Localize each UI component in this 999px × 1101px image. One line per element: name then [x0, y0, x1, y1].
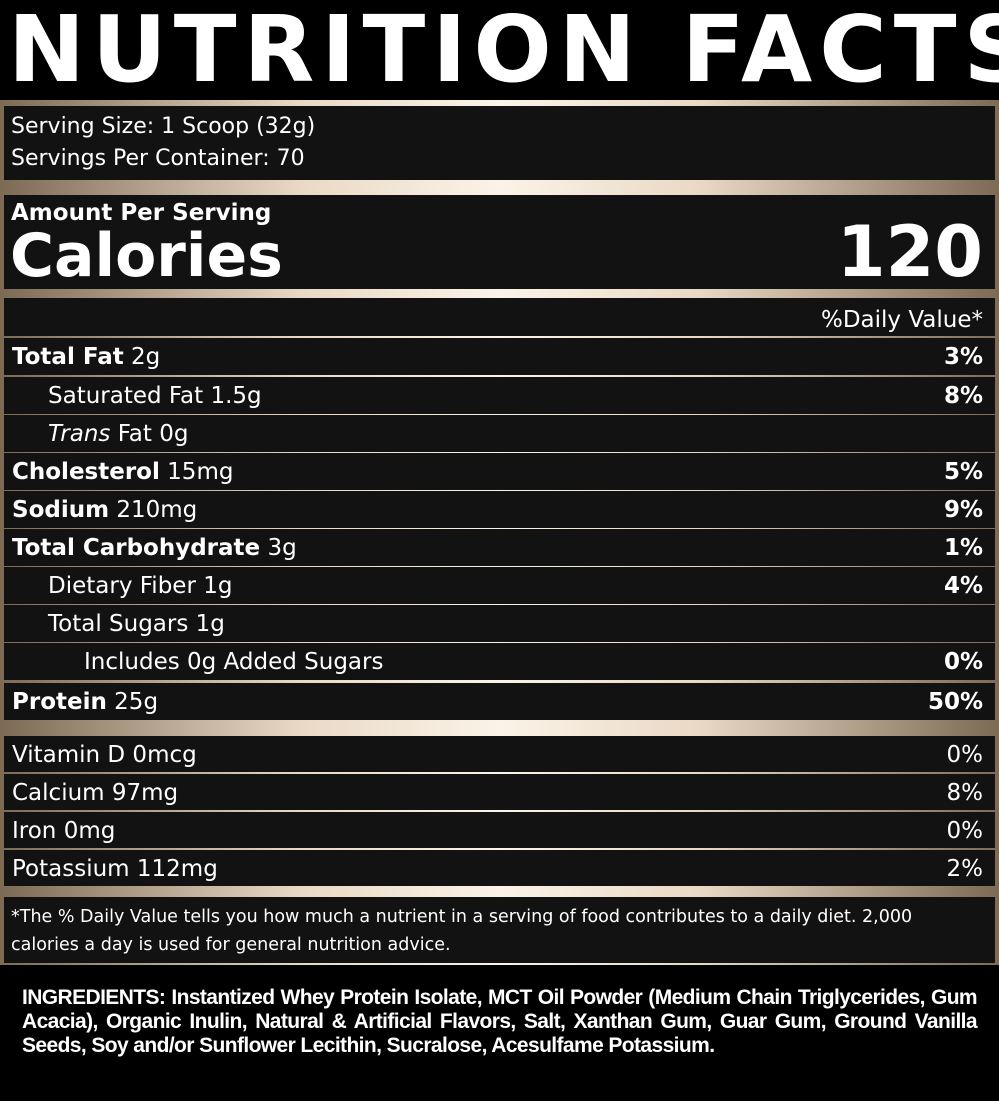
nutrient-amount: Fat 0g — [117, 421, 189, 447]
nutrient-amount: 3g — [267, 535, 297, 561]
nutrient-dv: 1% — [943, 535, 983, 561]
nutrient-name: Total Fat — [12, 344, 124, 370]
dv-header-row: %Daily Value* — [4, 298, 995, 336]
vitamin-dv: 2% — [946, 856, 984, 882]
nutrient-row: Protein 25g 50% — [4, 683, 995, 720]
nutrient-label: Total Carbohydrate 3g — [12, 530, 297, 566]
nutrient-name: Includes 0g Added Sugars — [84, 649, 384, 675]
nutrient-name: Saturated Fat 1.5g — [48, 383, 262, 409]
vitamin-name: Vitamin D 0mcg — [12, 742, 197, 768]
nutrient-label: Trans Fat 0g — [48, 416, 188, 452]
nutrient-row: Total Carbohydrate 3g 1% — [4, 529, 995, 566]
vitamin-name: Iron 0mg — [12, 818, 116, 844]
calories-label: Calories — [10, 221, 283, 291]
nutrient-label: Protein 25g — [12, 684, 158, 720]
nutrient-dv: 4% — [943, 573, 983, 599]
header: NUTRITION FACTS — [0, 0, 999, 103]
serving-size: Serving Size: 1 Scoop (32g) — [11, 114, 316, 139]
nutrient-row: Dietary Fiber 1g 4% — [4, 567, 995, 604]
dv-header: %Daily Value* — [820, 307, 983, 333]
amount-per-serving: Amount Per Serving — [11, 200, 272, 226]
nutrient-label: Saturated Fat 1.5g — [48, 378, 262, 414]
nutrient-dv: 0% — [943, 649, 983, 675]
vitamin-row: Vitamin D 0mcg 0% — [4, 736, 995, 772]
footnote: *The % Daily Value tells you how much a … — [11, 907, 913, 955]
nutrient-name: Dietary Fiber 1g — [48, 573, 233, 599]
nutrient-amount: 210mg — [116, 497, 198, 523]
nutrient-label: Total Fat 2g — [12, 339, 160, 375]
nutrient-dv: 50% — [927, 689, 983, 715]
calories-block: Amount Per Serving Calories 120 — [4, 195, 995, 293]
vitamin-dv: 0% — [946, 818, 984, 844]
nutrient-name: Cholesterol — [12, 459, 160, 485]
nutrient-amount: 15mg — [167, 459, 234, 485]
nutrient-name: Total Sugars 1g — [48, 611, 225, 637]
vitamin-name: Calcium 97mg — [12, 780, 179, 806]
title: NUTRITION FACTS — [8, 0, 999, 103]
nutrient-dv: 8% — [943, 383, 983, 409]
serving-block: Serving Size: 1 Scoop (32g) Servings Per… — [4, 106, 995, 180]
vitamin-row: Potassium 112mg 2% — [4, 850, 995, 886]
nutrient-amount: 2g — [131, 344, 161, 370]
ingredients: INGREDIENTS: Instantized Whey Protein Is… — [22, 986, 978, 1057]
vitamin-row: Calcium 97mg 8% — [4, 774, 995, 810]
vitamin-dv: 8% — [946, 780, 984, 806]
nutrient-row: Saturated Fat 1.5g 8% — [4, 377, 995, 414]
nutrient-dv: 5% — [943, 459, 983, 485]
vitamin-name: Potassium 112mg — [12, 856, 218, 882]
nutrient-row: Cholesterol 15mg 5% — [4, 453, 995, 490]
nutrient-dv: 3% — [943, 344, 983, 370]
servings-per-container: Servings Per Container: 70 — [11, 146, 305, 171]
nutrient-label: Sodium 210mg — [12, 492, 197, 528]
calories-value: 120 — [836, 211, 983, 293]
nutrient-row: Includes 0g Added Sugars 0% — [4, 643, 995, 680]
nutrient-row: Total Fat 2g 3% — [4, 338, 995, 375]
nutrient-label: Dietary Fiber 1g — [48, 568, 232, 604]
nutrient-name: Protein — [12, 689, 107, 715]
vitamin-dv: 0% — [946, 742, 984, 768]
footnote-block: *The % Daily Value tells you how much a … — [4, 897, 995, 963]
vitamin-row: Iron 0mg 0% — [4, 812, 995, 848]
nutrient-name: Trans — [48, 421, 111, 447]
nutrient-label: Cholesterol 15mg — [12, 454, 233, 490]
nutrient-dv: 9% — [943, 497, 983, 523]
nutrient-name: Sodium — [12, 497, 110, 523]
nutrient-name: Total Carbohydrate — [12, 535, 261, 561]
nutrient-row: Trans Fat 0g — [4, 415, 995, 452]
nutrient-row: Sodium 210mg 9% — [4, 491, 995, 528]
nutrient-row: Total Sugars 1g — [4, 605, 995, 642]
nutrient-label: Total Sugars 1g — [48, 606, 225, 642]
nutrient-amount: 25g — [114, 689, 159, 715]
nutrient-label: Includes 0g Added Sugars — [84, 644, 383, 680]
